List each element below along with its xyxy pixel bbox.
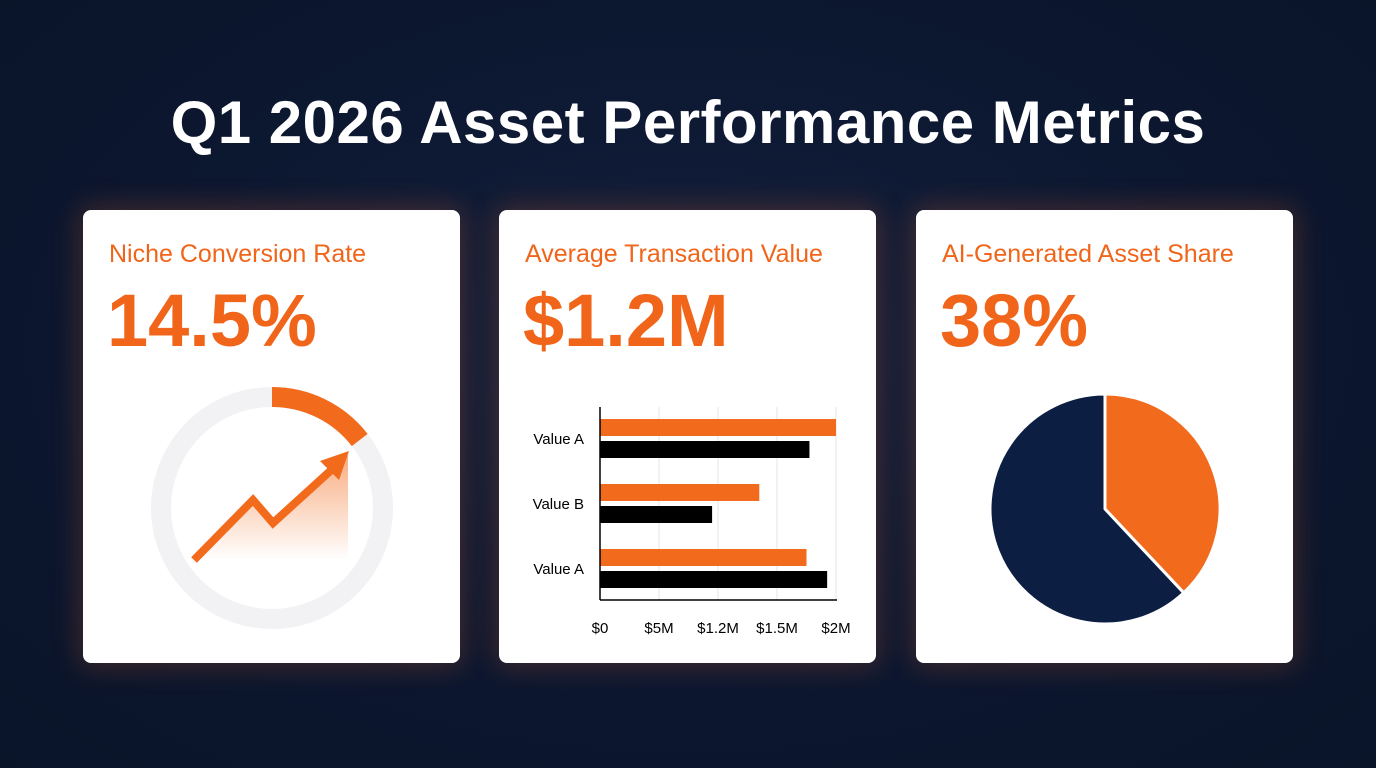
conversion-rate-card: Niche Conversion Rate 14.5%	[83, 210, 460, 663]
pie-slice	[988, 392, 1186, 626]
bar	[600, 441, 810, 458]
x-tick-label: $5M	[644, 620, 673, 637]
gauge-progress-arc	[271, 387, 368, 447]
x-tick-label: $2M	[821, 620, 850, 637]
page-title: Q1 2026 Asset Performance Metrics	[170, 89, 1206, 156]
category-label: Value B	[533, 496, 584, 513]
card-value: $1.2M	[523, 279, 729, 362]
card-value: 38%	[940, 279, 1089, 362]
x-tick-label: $1.2M	[697, 620, 739, 637]
bar	[600, 419, 836, 436]
trend-up-arrow-icon	[191, 451, 349, 563]
pie-slice	[1103, 392, 1222, 595]
category-label: Value A	[533, 561, 584, 578]
category-label: Value A	[533, 431, 584, 448]
conversion-gauge	[151, 387, 393, 629]
x-tick-label: $1.5M	[756, 620, 798, 637]
bar	[600, 571, 828, 588]
ai-asset-share-card: AI-Generated Asset Share 38%	[916, 210, 1293, 663]
card-value: 14.5%	[107, 279, 317, 362]
transaction-bar-chart: Value A Value B Value A $0 $5M $1.2M $1.5M $2M	[533, 407, 851, 637]
card-label: AI-Generated Asset Share	[942, 240, 1234, 268]
ai-share-pie-chart	[988, 392, 1222, 626]
card-label: Niche Conversion Rate	[109, 240, 367, 268]
bar	[600, 549, 807, 566]
x-tick-label: $0	[592, 620, 609, 637]
bar	[600, 506, 713, 523]
card-label: Average Transaction Value	[525, 240, 823, 268]
transaction-value-card: Value A Value B Value A $0 $5M $1.2M $1.5M $2M…	[499, 210, 876, 663]
bar	[600, 484, 760, 501]
